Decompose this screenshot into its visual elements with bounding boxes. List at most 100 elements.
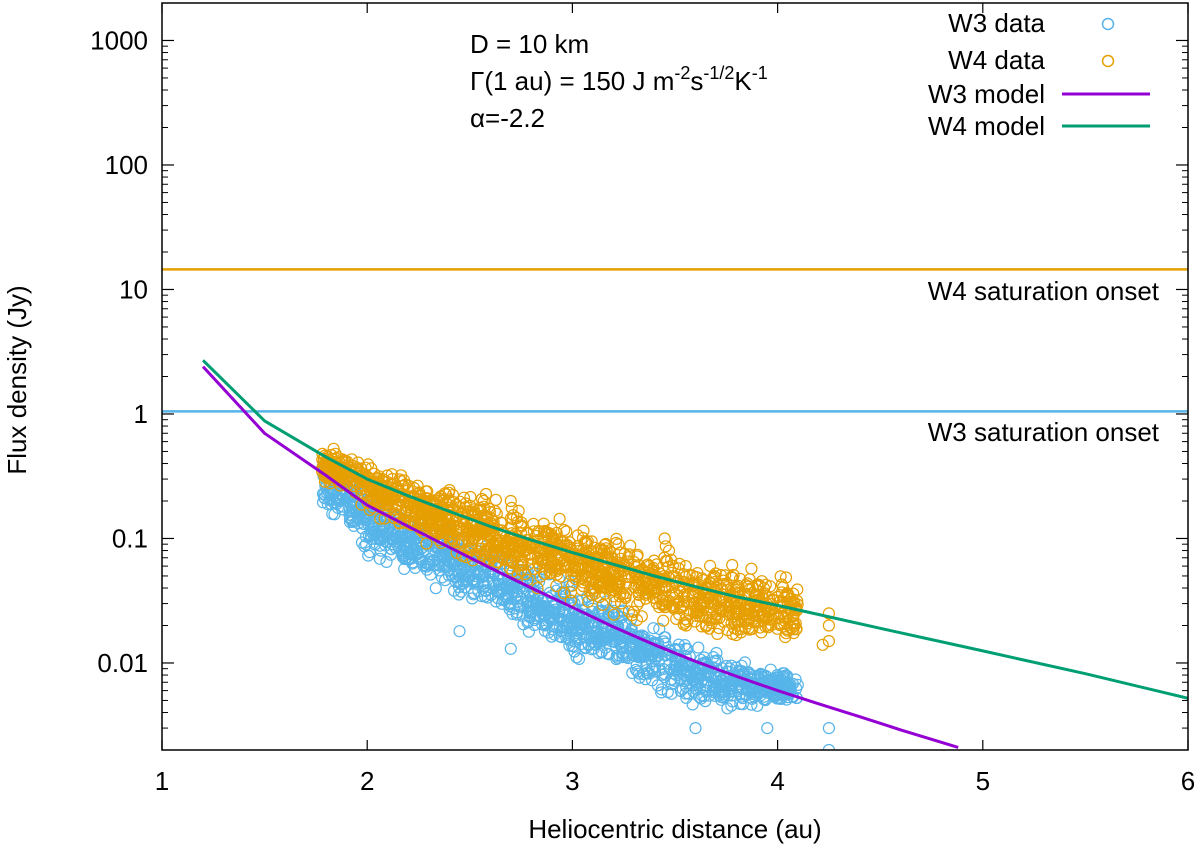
data-point	[557, 586, 571, 600]
data-point	[686, 698, 699, 711]
data-point	[648, 638, 661, 652]
data-point	[655, 683, 668, 696]
data-point	[758, 690, 771, 703]
y-tick-label: 100	[105, 150, 148, 180]
data-point	[537, 517, 550, 530]
data-point	[681, 642, 694, 656]
data-point	[320, 461, 333, 474]
annotation-alpha: α=-2.2	[470, 103, 545, 133]
data-point	[647, 622, 660, 635]
data-point	[648, 578, 661, 592]
data-point	[590, 625, 603, 638]
data-point	[760, 599, 773, 613]
data-point	[396, 550, 409, 564]
data-point	[523, 609, 536, 622]
x-tick-label: 2	[360, 766, 374, 796]
data-point	[610, 532, 623, 546]
data-point	[647, 583, 660, 596]
data-point	[622, 605, 636, 618]
data-point	[689, 721, 702, 735]
data-point	[331, 501, 344, 514]
x-axis-ticks: 1 2 3 4 5 6	[155, 3, 1195, 796]
data-point	[386, 472, 399, 486]
data-point	[745, 698, 758, 711]
data-point	[474, 516, 487, 530]
data-point	[658, 671, 671, 684]
data-point	[730, 587, 744, 600]
data-point	[582, 570, 595, 583]
data-point	[510, 585, 524, 599]
data-point	[458, 581, 471, 594]
data-point	[443, 495, 456, 508]
data-point	[656, 668, 669, 681]
data-point	[395, 545, 409, 558]
legend-marker-w4-data	[1101, 54, 1115, 68]
model-line	[201, 365, 959, 749]
data-point	[775, 578, 789, 591]
data-point	[355, 486, 368, 499]
data-point	[505, 527, 518, 540]
data-point	[450, 523, 463, 537]
data-point	[714, 605, 727, 618]
data-point	[450, 498, 463, 511]
data-point	[755, 626, 768, 639]
data-point	[545, 611, 558, 624]
data-point	[344, 512, 357, 525]
x-tick-label: 4	[770, 766, 784, 796]
data-point	[676, 682, 689, 696]
data-point	[719, 569, 732, 582]
data-point	[343, 508, 356, 521]
data-point	[451, 537, 465, 551]
data-point	[491, 539, 504, 552]
y-tick-label: 0.1	[112, 523, 148, 553]
data-point	[751, 580, 765, 593]
data-point	[545, 630, 558, 643]
data-point	[679, 559, 692, 573]
data-point	[576, 616, 589, 630]
data-point	[666, 559, 680, 572]
data-point	[459, 497, 472, 510]
data-point	[507, 509, 520, 522]
legend-label-w4-data: W4 data	[948, 45, 1045, 75]
data-point	[664, 553, 678, 566]
data-point	[624, 539, 637, 552]
data-point	[679, 619, 693, 632]
data-point	[758, 587, 771, 600]
data-point	[329, 466, 342, 479]
data-point	[733, 572, 747, 586]
data-point	[639, 592, 652, 605]
data-point	[703, 559, 717, 573]
data-point	[822, 743, 835, 750]
data-point	[634, 651, 647, 664]
data-point	[649, 652, 662, 665]
data-point	[554, 535, 567, 548]
data-point	[605, 584, 618, 597]
annotation-block: D = 10 km Γ(1 au) = 150 J m-2s-1/2K-1 α=…	[470, 29, 768, 133]
annotation-diameter: D = 10 km	[470, 29, 589, 59]
data-point	[372, 470, 386, 483]
data-point	[559, 620, 573, 633]
data-point	[562, 632, 575, 645]
x-tick-label: 6	[1181, 766, 1195, 796]
data-point	[605, 580, 618, 594]
data-point	[465, 542, 478, 555]
data-point	[553, 562, 567, 576]
data-point	[732, 674, 745, 687]
data-point	[745, 562, 758, 575]
data-point	[783, 621, 797, 634]
data-point	[722, 598, 735, 611]
data-point	[504, 642, 517, 655]
data-point	[816, 638, 829, 651]
y-tick-label: 10	[119, 274, 148, 304]
data-point	[710, 646, 723, 660]
data-point	[703, 622, 716, 635]
data-point	[346, 505, 359, 518]
data-point	[522, 558, 535, 571]
data-point	[757, 582, 771, 595]
saturation-lines	[162, 268, 1188, 413]
data-point	[585, 560, 598, 574]
data-point	[679, 612, 692, 626]
data-point	[341, 475, 354, 488]
data-point	[822, 634, 836, 648]
data-point	[822, 721, 836, 735]
